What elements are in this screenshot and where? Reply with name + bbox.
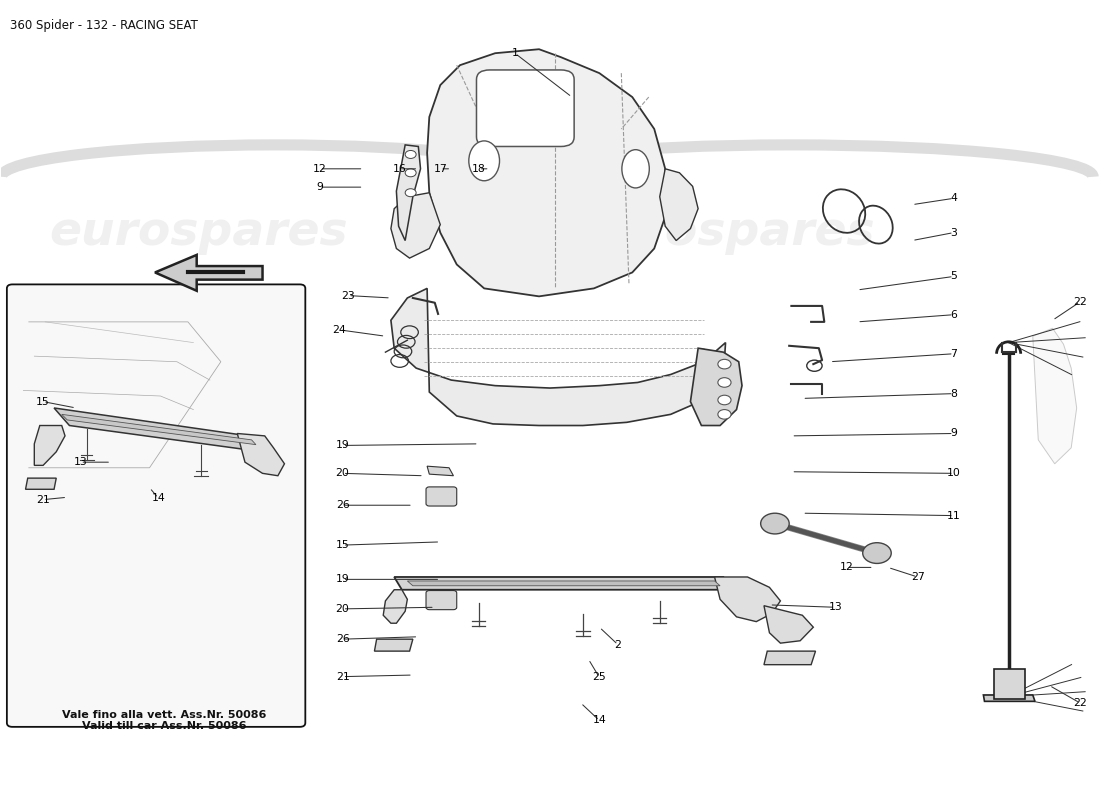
Polygon shape: [427, 466, 453, 476]
Circle shape: [405, 169, 416, 177]
Text: Vale fino alla vett. Ass.Nr. 50086
Valid till car Ass.Nr. 50086: Vale fino alla vett. Ass.Nr. 50086 Valid…: [62, 710, 266, 731]
Circle shape: [718, 410, 732, 419]
Polygon shape: [238, 434, 285, 476]
Polygon shape: [691, 348, 742, 426]
Polygon shape: [427, 494, 453, 504]
Polygon shape: [396, 145, 420, 241]
Polygon shape: [407, 581, 720, 586]
Text: 14: 14: [593, 715, 606, 726]
Polygon shape: [383, 590, 407, 623]
Text: eurospares: eurospares: [50, 210, 349, 255]
Text: 12: 12: [839, 562, 854, 573]
Text: 23: 23: [341, 290, 355, 301]
Ellipse shape: [621, 150, 649, 188]
Text: 9: 9: [950, 429, 957, 438]
Polygon shape: [1033, 328, 1077, 464]
Polygon shape: [54, 408, 263, 452]
Text: 16: 16: [393, 164, 407, 174]
Circle shape: [405, 150, 416, 158]
Text: 26: 26: [336, 634, 350, 644]
Text: 360 Spider - 132 - RACING SEAT: 360 Spider - 132 - RACING SEAT: [10, 19, 198, 32]
Text: 8: 8: [950, 389, 957, 398]
Text: 4: 4: [950, 194, 957, 203]
Polygon shape: [764, 606, 813, 643]
Text: 6: 6: [950, 310, 957, 320]
Circle shape: [862, 542, 891, 563]
Text: 15: 15: [36, 397, 50, 406]
Text: 11: 11: [947, 510, 960, 521]
Text: 3: 3: [950, 227, 957, 238]
Circle shape: [761, 514, 789, 534]
Text: 20: 20: [336, 468, 350, 478]
FancyBboxPatch shape: [426, 590, 456, 610]
Polygon shape: [25, 478, 56, 490]
Polygon shape: [764, 651, 815, 665]
Polygon shape: [394, 577, 732, 590]
Text: 2: 2: [615, 640, 622, 650]
Polygon shape: [715, 577, 780, 622]
FancyBboxPatch shape: [476, 70, 574, 146]
Polygon shape: [62, 414, 256, 445]
Text: 25: 25: [593, 673, 606, 682]
Text: 17: 17: [433, 164, 448, 174]
Text: 18: 18: [472, 164, 485, 174]
Text: 7: 7: [950, 349, 957, 358]
Polygon shape: [390, 288, 726, 426]
FancyBboxPatch shape: [7, 285, 306, 727]
Polygon shape: [374, 639, 412, 651]
Circle shape: [718, 395, 732, 405]
Text: 19: 19: [336, 574, 350, 584]
Text: 20: 20: [336, 604, 350, 614]
Text: 10: 10: [947, 468, 960, 478]
Polygon shape: [660, 169, 698, 241]
Polygon shape: [427, 50, 666, 296]
Text: 24: 24: [332, 325, 346, 335]
FancyBboxPatch shape: [426, 487, 456, 506]
Text: 5: 5: [950, 271, 957, 282]
Polygon shape: [155, 255, 263, 290]
Text: 9: 9: [316, 182, 323, 192]
Circle shape: [718, 378, 732, 387]
Text: 26: 26: [336, 500, 350, 510]
Polygon shape: [983, 695, 1035, 702]
Text: 13: 13: [74, 457, 87, 467]
Circle shape: [718, 359, 732, 369]
Text: 14: 14: [152, 493, 165, 503]
Text: 19: 19: [336, 441, 350, 450]
Text: 21: 21: [36, 494, 50, 505]
Text: 12: 12: [312, 164, 327, 174]
Text: 27: 27: [911, 572, 924, 582]
Polygon shape: [390, 193, 440, 258]
Polygon shape: [34, 426, 65, 466]
Text: eurospares: eurospares: [576, 210, 874, 255]
Text: 22: 22: [1074, 297, 1087, 307]
Circle shape: [405, 189, 416, 197]
Text: 13: 13: [828, 602, 843, 612]
Text: 15: 15: [336, 540, 350, 550]
Ellipse shape: [469, 141, 499, 181]
Text: 1: 1: [512, 48, 518, 58]
Text: 22: 22: [1074, 698, 1087, 708]
Text: 21: 21: [336, 672, 350, 682]
FancyBboxPatch shape: [994, 669, 1025, 699]
